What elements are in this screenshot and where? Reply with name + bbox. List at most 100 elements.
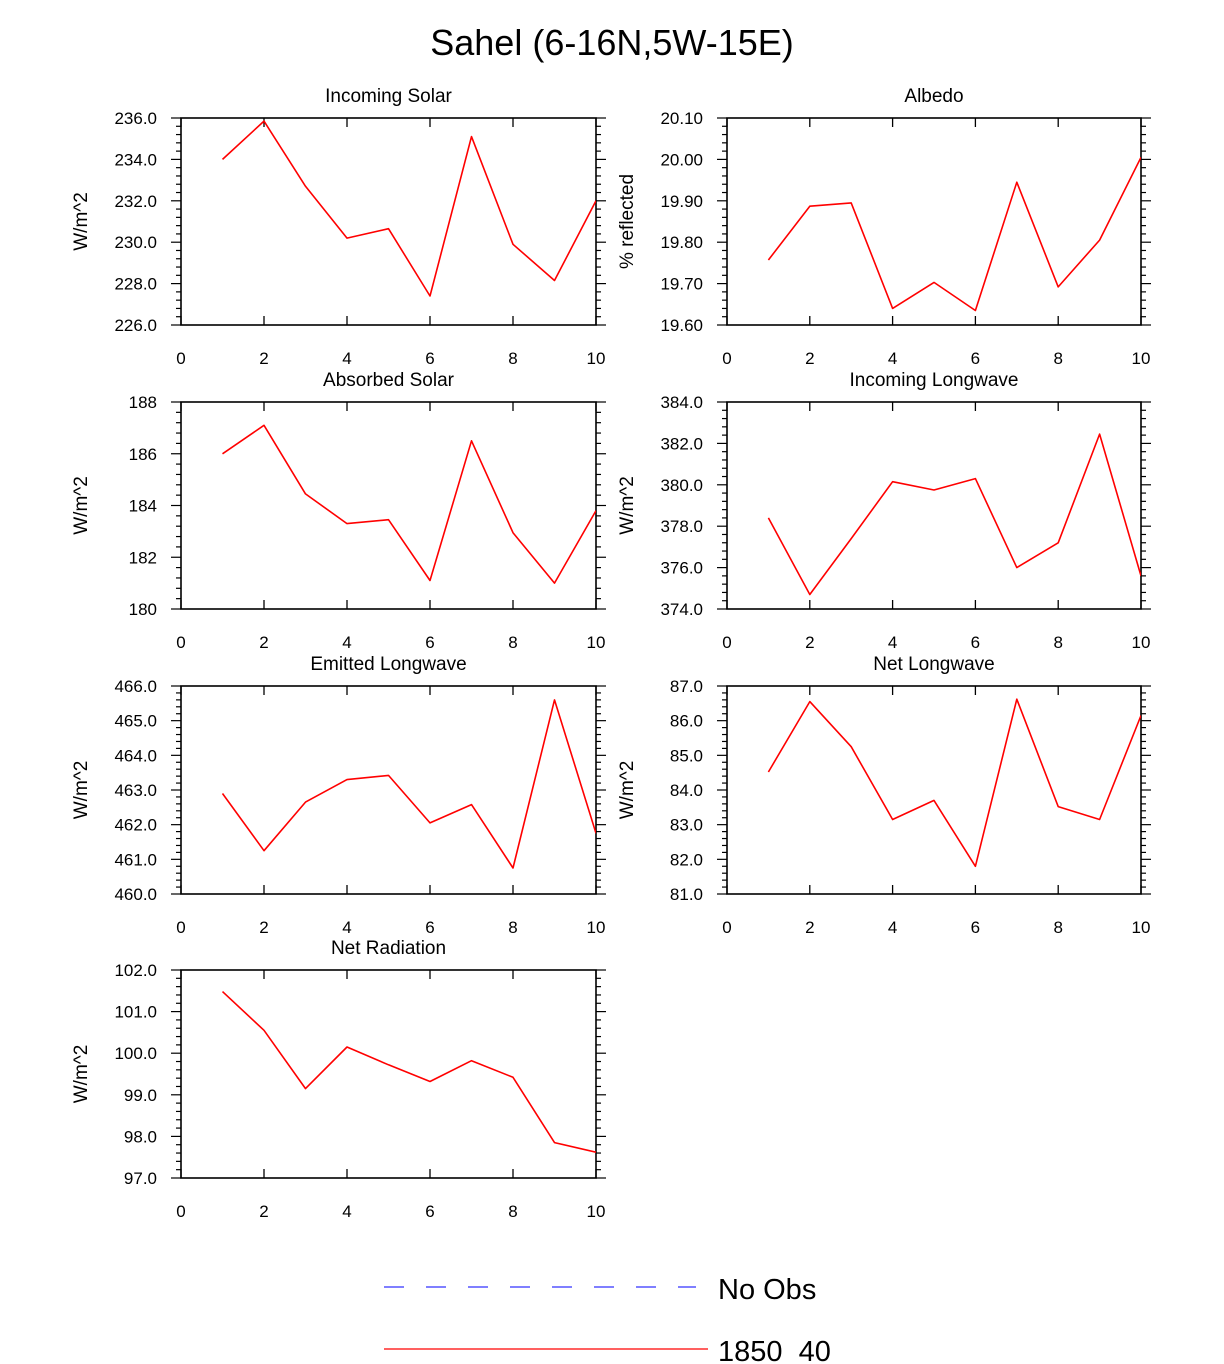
y-tick-label: 101.0 xyxy=(114,1003,157,1022)
y-tick-label: 466.0 xyxy=(114,677,157,696)
x-tick-label: 10 xyxy=(587,1202,606,1221)
x-tick-label: 2 xyxy=(259,1202,268,1221)
panel-title: Net Radiation xyxy=(331,938,446,959)
plot-frame xyxy=(180,401,597,610)
y-tick-label: 380.0 xyxy=(660,476,703,495)
x-tick-label: 2 xyxy=(259,349,268,368)
panel-title: Incoming Longwave xyxy=(850,370,1019,391)
panel-title: Net Longwave xyxy=(873,654,994,675)
x-tick-label: 0 xyxy=(176,633,185,652)
y-tick-label: 228.0 xyxy=(114,275,157,294)
x-tick-label: 4 xyxy=(888,918,897,937)
x-tick-label: 0 xyxy=(176,349,185,368)
y-tick-label: 462.0 xyxy=(114,816,157,835)
x-tick-label: 0 xyxy=(722,349,731,368)
x-tick-label: 2 xyxy=(259,633,268,652)
x-tick-label: 4 xyxy=(888,349,897,368)
y-tick-label: 81.0 xyxy=(670,885,703,904)
panel-net-radiation: 0 2 4 6 8 10 97.0 98.0 99.0 100.0 101.0 102.0 Net Ra… xyxy=(71,938,606,1221)
y-tick-label: 465.0 xyxy=(114,712,157,731)
y-tick-label: 102.0 xyxy=(114,961,157,980)
y-tick-label: 461.0 xyxy=(114,850,157,869)
x-tick-label: 0 xyxy=(722,918,731,937)
x-tick-label: 8 xyxy=(508,349,517,368)
y-axis-label: W/m^2 xyxy=(71,192,92,251)
y-tick-label: 184 xyxy=(129,497,157,516)
x-tick-label: 8 xyxy=(1053,918,1062,937)
y-axis-label: W/m^2 xyxy=(71,1045,92,1104)
legend-label-no-obs: No Obs xyxy=(718,1274,816,1306)
series-line-1850-40 xyxy=(221,699,596,869)
y-tick-label: 384.0 xyxy=(660,393,703,412)
y-tick-label: 85.0 xyxy=(670,746,703,765)
series-line-1850-40 xyxy=(767,698,1141,868)
x-tick-label: 0 xyxy=(176,1202,185,1221)
x-tick-label: 8 xyxy=(508,633,517,652)
x-tick-label: 10 xyxy=(1132,633,1151,652)
y-tick-label: 182 xyxy=(129,548,157,567)
series-line-1850-40 xyxy=(767,156,1141,312)
plot-frame xyxy=(726,117,1142,326)
x-tick-label: 2 xyxy=(805,918,814,937)
series-line-1850-40 xyxy=(222,424,596,584)
series-line-1850-40 xyxy=(221,991,596,1153)
x-tick-label: 2 xyxy=(259,918,268,937)
y-tick-label: 378.0 xyxy=(660,517,703,536)
panel-title: Albedo xyxy=(904,86,963,107)
y-tick-label: 186 xyxy=(129,445,157,464)
x-tick-label: 4 xyxy=(342,349,351,368)
x-tick-label: 10 xyxy=(587,633,606,652)
y-axis-label: % reflected xyxy=(617,174,638,269)
y-tick-label: 83.0 xyxy=(670,816,703,835)
panel-title: Absorbed Solar xyxy=(323,370,455,391)
plot-frame xyxy=(180,969,597,1179)
y-tick-label: 230.0 xyxy=(114,233,157,252)
x-tick-label: 6 xyxy=(425,1202,434,1221)
panel-title: Incoming Solar xyxy=(325,86,452,107)
y-tick-label: 464.0 xyxy=(114,746,157,765)
panel-title: Emitted Longwave xyxy=(310,654,466,675)
y-tick-label: 188 xyxy=(129,393,157,412)
x-tick-label: 8 xyxy=(1053,349,1062,368)
y-tick-label: 19.70 xyxy=(660,275,703,294)
y-tick-label: 97.0 xyxy=(124,1169,157,1188)
plot-frame xyxy=(180,117,597,326)
x-tick-label: 6 xyxy=(425,349,434,368)
legend: No Obs 1850_40 xyxy=(384,1274,831,1364)
plot-frame xyxy=(726,685,1142,895)
figure-title: Sahel (6-16N,5W-15E) xyxy=(430,22,794,63)
y-axis-label: W/m^2 xyxy=(71,761,92,820)
x-tick-label: 4 xyxy=(342,633,351,652)
panel-incoming-longwave: 0 2 4 6 8 10 374.0 376.0 378.0 380.0 382.0 384.0 Inc… xyxy=(617,370,1151,652)
y-tick-label: 382.0 xyxy=(660,434,703,453)
y-tick-label: 460.0 xyxy=(114,885,157,904)
y-tick-label: 20.00 xyxy=(660,150,703,169)
x-tick-label: 8 xyxy=(508,918,517,937)
x-tick-label: 8 xyxy=(508,1202,517,1221)
y-tick-label: 82.0 xyxy=(670,850,703,869)
chart-panels: 0 2 4 6 8 10 226.0 228.0 230.0 232.0 234.0 236.0 Inc… xyxy=(71,86,1151,1221)
x-tick-label: 10 xyxy=(1132,918,1151,937)
y-tick-label: 19.90 xyxy=(660,192,703,211)
y-tick-label: 99.0 xyxy=(124,1086,157,1105)
x-tick-label: 0 xyxy=(722,633,731,652)
x-tick-label: 4 xyxy=(342,918,351,937)
y-axis-label: W/m^2 xyxy=(71,476,92,535)
x-tick-label: 6 xyxy=(425,918,434,937)
x-tick-label: 10 xyxy=(587,349,606,368)
panel-net-longwave: 0 2 4 6 8 10 81.0 82.0 83.0 84.0 85.0 86.0 87.0 Net L… xyxy=(617,654,1151,937)
plot-frame xyxy=(180,685,597,895)
panel-absorbed-solar: 0 2 4 6 8 10 180 182 184 186 188 Absorbed Solar W/m^… xyxy=(71,370,606,652)
x-tick-label: 2 xyxy=(805,633,814,652)
y-axis-label: W/m^2 xyxy=(617,761,638,820)
y-axis-label: W/m^2 xyxy=(617,476,638,535)
y-tick-label: 234.0 xyxy=(114,150,157,169)
x-tick-label: 6 xyxy=(971,633,980,652)
y-tick-label: 236.0 xyxy=(114,109,157,128)
y-tick-label: 100.0 xyxy=(114,1044,157,1063)
y-tick-label: 226.0 xyxy=(114,316,157,335)
x-tick-label: 2 xyxy=(805,349,814,368)
y-tick-label: 232.0 xyxy=(114,192,157,211)
y-tick-label: 98.0 xyxy=(124,1127,157,1146)
